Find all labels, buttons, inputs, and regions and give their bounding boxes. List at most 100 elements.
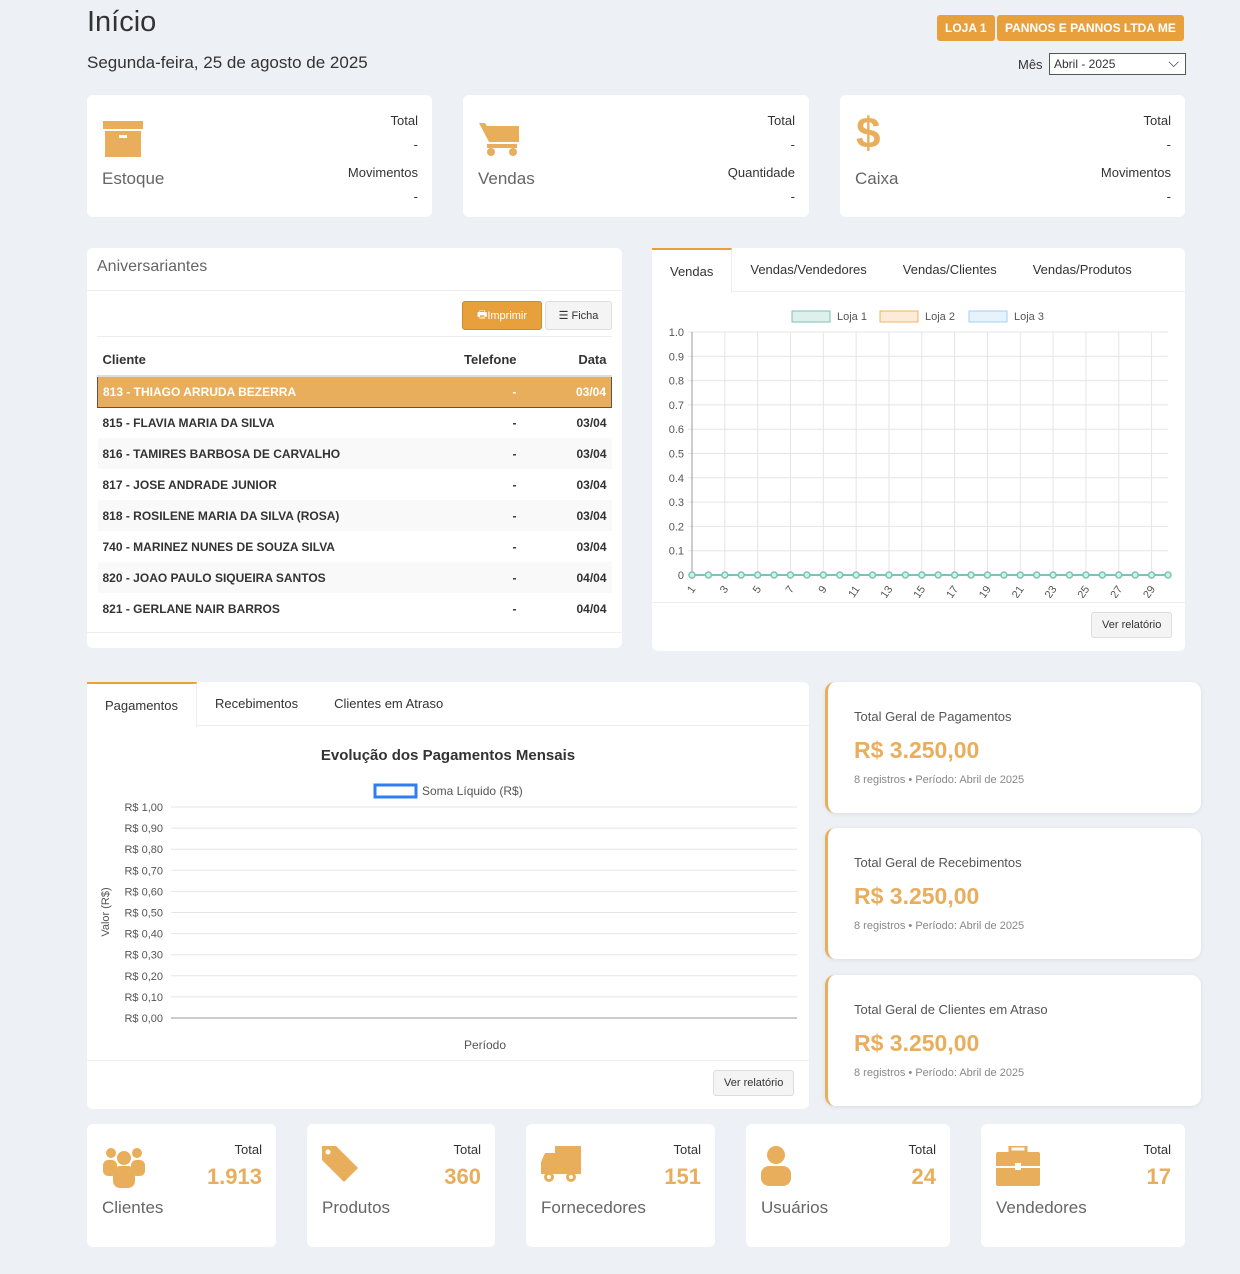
data-point <box>835 571 844 579</box>
stock-card[interactable]: Estoque Total - Movimentos - <box>87 95 432 217</box>
data-point <box>704 571 713 579</box>
tab-recebimentos[interactable]: Recebimentos <box>215 696 299 711</box>
x-tick-label: 3 <box>718 584 731 596</box>
cell-cliente: 821 - GERLANE NAIR BARROS <box>102 601 280 616</box>
summary-title: Total Geral de Recebimentos <box>854 855 1022 870</box>
data-point <box>803 571 811 579</box>
sales-card[interactable]: Vendas Total - Quantidade - <box>463 95 809 217</box>
stat-key: Total <box>908 1142 936 1157</box>
sales-line-chart: 00.10.20.30.40.50.60.70.80.91.01 3 5 7 9 11 13… <box>669 310 1172 598</box>
month-select[interactable]: Abril - 2025 ⌵ <box>1049 53 1186 75</box>
cell-telefone: - <box>411 438 522 469</box>
table-row[interactable]: 815 - FLAVIA MARIA DA SILVA - 03/04 <box>98 407 612 438</box>
store-badge[interactable]: LOJA 1 <box>937 15 995 41</box>
summary-card: Total Geral de Clientes em Atraso R$ 3.25… <box>825 975 1201 1106</box>
y-tick-label: 0.4 <box>669 473 684 485</box>
print-button[interactable]: 🖶 Imprimir <box>462 301 542 330</box>
stat-card-vendedores[interactable]: Total 17 Vendedores <box>981 1124 1185 1247</box>
x-tick-label: 15 <box>911 584 928 598</box>
cell-telefone: - <box>411 376 522 407</box>
stat-key: Movimentos <box>1100 165 1171 180</box>
tab-vendas-vendedores[interactable]: Vendas/Vendedores <box>750 262 867 277</box>
x-tick-label: 13 <box>879 584 896 598</box>
stat-key: Quantidade <box>727 165 795 180</box>
payments-chart: Evolução dos Pagamentos Mensais Soma Líqu… <box>100 747 797 1052</box>
tab-clientes-em-atraso[interactable]: Clientes em Atraso <box>334 696 444 711</box>
tab-pagamentos[interactable]: Pagamentos <box>87 682 197 727</box>
sales-report-button[interactable]: Ver relatório <box>1091 612 1173 638</box>
legend-swatch <box>791 310 831 323</box>
page-title: Início <box>87 6 157 38</box>
y-tick-label: R$ 0,70 <box>124 865 163 877</box>
month-label: Mês <box>1018 57 1043 72</box>
table-row[interactable]: 817 - JOSE ANDRADE JUNIOR - 03/04 <box>98 469 612 500</box>
stat-label: Usuários <box>761 1198 829 1217</box>
x-tick-label: 17 <box>944 584 961 598</box>
data-point <box>786 571 795 579</box>
data-point <box>753 571 762 579</box>
tab-vendas-clientes[interactable]: Vendas/Clientes <box>902 262 997 277</box>
y-tick-label: R$ 0,50 <box>124 908 163 920</box>
col-cliente: Cliente <box>97 344 412 377</box>
cell-telefone: - <box>411 500 522 531</box>
summary-value: R$ 3.250,00 <box>854 883 980 909</box>
data-point <box>1049 571 1057 579</box>
col-telefone: Telefone <box>411 344 522 377</box>
cash-card[interactable]: $ Caixa Total - Movimentos - <box>840 95 1185 217</box>
dollar-icon: $ <box>856 109 881 158</box>
legend-label: Loja 2 <box>925 311 955 323</box>
cell-data: 03/04 <box>576 477 607 492</box>
table-row[interactable]: 818 - ROSILENE MARIA DA SILVA (ROSA) -03/… <box>97 500 612 531</box>
stat-card-fornecedores[interactable]: Total 151 Fornecedores <box>526 1124 715 1247</box>
data-point <box>1115 571 1123 579</box>
summary-value: R$ 3.250,00 <box>854 1030 980 1056</box>
cell-telefone: - <box>512 601 517 616</box>
summary-meta: 8 registros • Período: Abril de 2025 <box>854 920 1025 932</box>
stat-value: - <box>790 137 795 152</box>
table-row[interactable]: 816 - TAMIRES BARBOSA DE CARVALHO -03/04 <box>97 438 612 469</box>
tab-vendas[interactable]: Vendas <box>652 248 733 293</box>
data-point <box>1065 571 1074 579</box>
stat-card-clientes[interactable]: Total 1.913 Clientes <box>87 1124 276 1247</box>
x-tick-label: 11 <box>846 584 862 598</box>
cell-cliente: 818 - ROSILENE MARIA DA SILVA (ROSA) <box>97 500 412 531</box>
legend-label: Soma Líquido (R$) <box>422 784 523 798</box>
x-tick-label: 23 <box>1043 584 1060 598</box>
table-row[interactable]: 813 - THIAGO ARRUDA BEZERRA -03/04 <box>97 376 612 407</box>
y-tick-label: R$ 0,10 <box>124 992 163 1004</box>
x-tick-label: 9 <box>816 584 829 596</box>
y-tick-label: 1.0 <box>669 327 684 339</box>
sales-label: Vendas <box>478 169 535 188</box>
data-point <box>950 571 959 579</box>
y-tick-label: 0.6 <box>669 424 684 436</box>
company-badge[interactable]: PANNOS E PANNOS LTDA ME <box>997 15 1184 41</box>
summary-meta: 8 registros • Período: Abril de 2025 <box>854 1067 1025 1079</box>
ficha-button[interactable]: ☰ Ficha <box>545 301 612 330</box>
cell-cliente: 820 - JOAO PAULO SIQUEIRA SANTOS <box>97 562 412 593</box>
print-label: Imprimir <box>487 309 528 322</box>
summary-value: R$ 3.250,00 <box>854 737 980 763</box>
col-data: Data <box>521 344 612 377</box>
y-tick-label: R$ 0,30 <box>124 950 163 962</box>
x-tick-label: 29 <box>1141 584 1158 598</box>
table-row[interactable]: 740 - MARINEZ NUNES DE SOUZA SILVA - 03/04 <box>98 531 612 562</box>
stat-key: Total <box>1143 113 1171 128</box>
stat-card-usuários[interactable]: Total 24 Usuários <box>746 1124 950 1247</box>
stat-card-produtos[interactable]: Total 360 Produtos <box>307 1124 495 1247</box>
cell-data: 03/04 <box>521 438 612 469</box>
stat-value: 360 <box>444 1164 481 1189</box>
stat-value: 24 <box>911 1164 936 1189</box>
table-row[interactable]: 821 - GERLANE NAIR BARROS - 04/04 <box>98 593 612 624</box>
tab-vendas-produtos[interactable]: Vendas/Produtos <box>1032 262 1132 277</box>
table-row[interactable]: 820 - JOAO PAULO SIQUEIRA SANTOS -04/04 <box>97 562 612 593</box>
data-point <box>688 571 696 579</box>
archive-icon <box>103 121 143 157</box>
data-point <box>852 571 860 579</box>
y-tick-label: R$ 0,40 <box>124 929 163 941</box>
payments-report-button[interactable]: Ver relatório <box>713 1070 795 1096</box>
legend-swatch <box>879 310 919 323</box>
summary-title: Total Geral de Pagamentos <box>854 709 1012 724</box>
user-icon <box>761 1146 791 1186</box>
stock-label: Estoque <box>102 169 165 188</box>
data-point <box>868 571 877 579</box>
